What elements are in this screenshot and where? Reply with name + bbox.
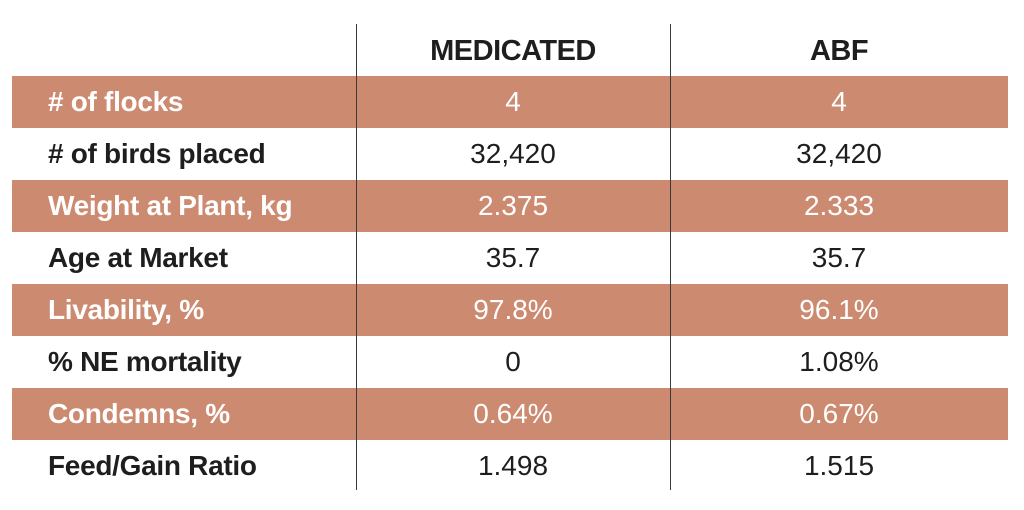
table-row: # of birds placed 32,420 32,420: [12, 128, 1008, 180]
table-row: Age at Market 35.7 35.7: [12, 232, 1008, 284]
column-divider: [356, 24, 357, 490]
abf-value: 32,420: [796, 138, 882, 169]
row-label: Feed/Gain Ratio: [48, 450, 257, 481]
table-row: Livability, % 97.8% 96.1%: [12, 284, 1008, 336]
table-row: Feed/Gain Ratio 1.498 1.515: [12, 440, 1008, 492]
medicated-value: 32,420: [470, 138, 556, 169]
row-label: # of flocks: [48, 86, 184, 117]
abf-value: 1.08%: [799, 346, 879, 377]
row-label: # of birds placed: [48, 138, 266, 169]
medicated-value: 2.375: [477, 190, 549, 221]
row-label: % NE mortality: [48, 346, 242, 377]
medicated-value: 1.498: [477, 450, 549, 481]
medicated-value: 0.64%: [473, 398, 553, 429]
header-abf: ABF: [809, 35, 869, 67]
comparison-table: MEDICATED ABF # of flocks 4 4 # of birds…: [12, 24, 1008, 490]
medicated-value: 97.8%: [473, 294, 553, 325]
row-label: Livability, %: [48, 294, 204, 325]
abf-value: 4: [831, 86, 847, 117]
header-medicated: MEDICATED: [430, 35, 596, 67]
table-row: Weight at Plant, kg 2.375 2.333: [12, 180, 1008, 232]
medicated-value: 4: [505, 86, 521, 117]
row-label: Weight at Plant, kg: [48, 190, 293, 221]
row-label: Age at Market: [48, 242, 228, 273]
abf-value: 0.67%: [799, 398, 879, 429]
row-label: Condemns, %: [48, 398, 230, 429]
medicated-value: 0: [505, 346, 521, 377]
abf-value: 1.515: [803, 450, 875, 481]
table-header: MEDICATED ABF: [12, 24, 1008, 76]
column-divider: [670, 24, 671, 490]
table-row: Condemns, % 0.64% 0.67%: [12, 388, 1008, 440]
table-row: % NE mortality 0 1.08%: [12, 336, 1008, 388]
abf-value: 96.1%: [799, 294, 879, 325]
abf-value: 35.7: [811, 242, 867, 273]
abf-value: 2.333: [803, 190, 875, 221]
medicated-value: 35.7: [485, 242, 541, 273]
table-row: # of flocks 4 4: [12, 76, 1008, 128]
